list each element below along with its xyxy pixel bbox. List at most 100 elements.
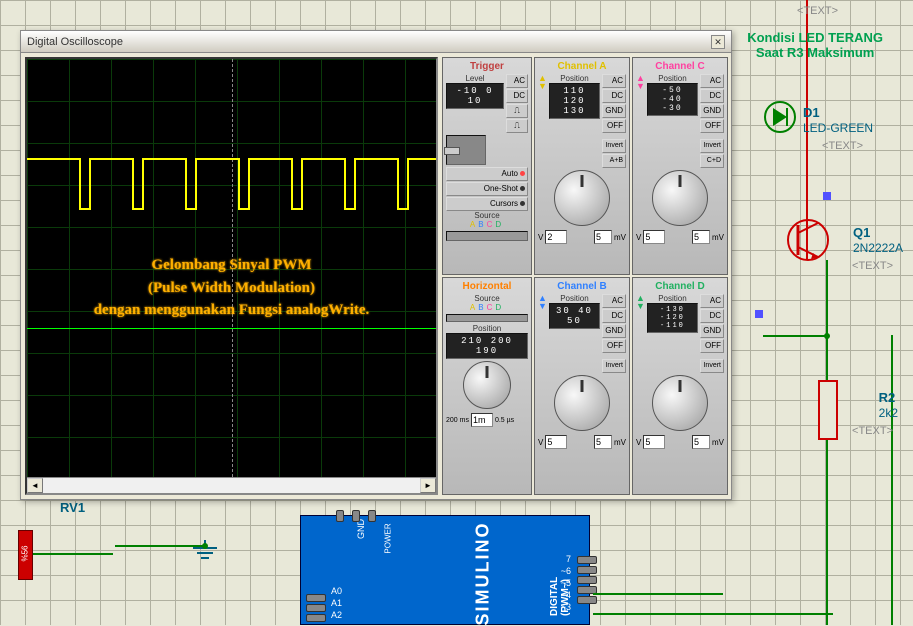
chb-ac[interactable]: AC xyxy=(602,294,626,308)
close-button[interactable]: ✕ xyxy=(711,35,725,49)
horiz-source-slider[interactable] xyxy=(446,314,528,322)
cha-off[interactable]: OFF xyxy=(602,119,626,133)
cursors-button[interactable]: Cursors xyxy=(446,197,528,211)
chb-volts-knob[interactable] xyxy=(554,375,610,431)
chc-invert[interactable]: Invert xyxy=(700,139,724,153)
trigger-level-slider[interactable] xyxy=(446,135,486,165)
chd-volt-input[interactable] xyxy=(643,435,665,449)
channel-c-panel: Channel C ▲▼ Position -50 -40 -30 AC DC … xyxy=(632,57,728,275)
d5-label: ~5 xyxy=(561,578,571,588)
chd-mv-input[interactable] xyxy=(692,435,710,449)
horiz-pos-odometer[interactable]: 210 200 190 xyxy=(446,333,528,359)
chd-off[interactable]: OFF xyxy=(700,339,724,353)
condition-text: Kondisi LED TERANG Saat R3 Maksimum xyxy=(747,30,883,60)
scroll-right-button[interactable]: ► xyxy=(420,478,436,493)
cha-mv-unit: mV xyxy=(614,233,626,242)
chb-invert[interactable]: Invert xyxy=(602,359,626,373)
d7-label: 7 xyxy=(566,554,571,564)
r2-text-ph: <TEXT> xyxy=(852,425,893,437)
channel-b-panel: Channel B ▲▼ Position 30 40 50 AC DC GND… xyxy=(534,277,630,495)
level-odometer[interactable]: -10 0 10 xyxy=(446,83,504,109)
chc-mv-input[interactable] xyxy=(692,230,710,244)
cha-combine[interactable]: A+B xyxy=(602,154,626,168)
chc-combine[interactable]: C+D xyxy=(700,154,724,168)
arduino-name: SIMULINO xyxy=(473,522,494,626)
wire-d5 xyxy=(593,613,833,615)
chb-off[interactable]: OFF xyxy=(602,339,626,353)
trigger-edge-fall[interactable]: ⎍ xyxy=(506,119,528,133)
chd-pos-odometer[interactable]: -130 -120 -110 xyxy=(647,303,698,333)
chc-off[interactable]: OFF xyxy=(700,119,724,133)
cha-dc[interactable]: DC xyxy=(602,89,626,103)
horiz-scale-right: 0.5 µs xyxy=(495,417,514,424)
titlebar[interactable]: Digital Oscilloscope ✕ xyxy=(21,31,731,53)
chc-volts-knob[interactable] xyxy=(652,170,708,226)
chb-mv-input[interactable] xyxy=(594,435,612,449)
chc-title: Channel C xyxy=(636,61,724,72)
terminal-2 xyxy=(755,310,763,318)
scroll-left-button[interactable]: ◄ xyxy=(27,478,43,493)
scope-scrollbar[interactable]: ◄ ► xyxy=(27,477,436,493)
chc-mv-unit: mV xyxy=(712,233,724,242)
cha-volt-input[interactable] xyxy=(545,230,567,244)
chb-arrows[interactable]: ▲▼ xyxy=(538,294,547,310)
chc-pos-label: Position xyxy=(647,74,698,83)
trigger-edge-rise[interactable]: ⎍ xyxy=(506,104,528,118)
wire-r2-down xyxy=(891,335,893,625)
cha-arrows[interactable]: ▲▼ xyxy=(538,74,547,90)
window-title: Digital Oscilloscope xyxy=(27,36,711,48)
digital-pins xyxy=(577,556,597,604)
trigger-source-letters: ABCD xyxy=(446,220,528,229)
chd-invert[interactable]: Invert xyxy=(700,359,724,373)
cha-mv-input[interactable] xyxy=(594,230,612,244)
chd-ac[interactable]: AC xyxy=(700,294,724,308)
chc-arrows[interactable]: ▲▼ xyxy=(636,74,645,90)
a0-label: A0 xyxy=(331,586,342,596)
chc-volt-input[interactable] xyxy=(643,230,665,244)
q1-name: Q1 xyxy=(853,225,870,240)
d4-label: 4 xyxy=(566,590,571,600)
d1-text-ph: <TEXT> xyxy=(822,140,863,152)
cha-invert[interactable]: Invert xyxy=(602,139,626,153)
trigger-source-slider[interactable] xyxy=(446,231,528,241)
chc-ac[interactable]: AC xyxy=(700,74,724,88)
chc-pos-odometer[interactable]: -50 -40 -30 xyxy=(647,83,698,116)
horiz-time-input[interactable] xyxy=(471,413,493,427)
horiz-source-letters: ABCD xyxy=(446,303,528,312)
chd-volts-knob[interactable] xyxy=(652,375,708,431)
chd-arrows[interactable]: ▲▼ xyxy=(636,294,645,310)
chc-gnd[interactable]: GND xyxy=(700,104,724,118)
trigger-dc-button[interactable]: DC xyxy=(506,89,528,103)
chb-pos-odometer[interactable]: 30 40 50 xyxy=(549,303,600,329)
cha-gnd[interactable]: GND xyxy=(602,104,626,118)
auto-button[interactable]: Auto xyxy=(446,167,528,181)
chd-mv-unit: mV xyxy=(712,438,724,447)
a1-label: A1 xyxy=(331,598,342,608)
channel-d-panel: Channel D ▲▼ Position -130 -120 -110 AC … xyxy=(632,277,728,495)
chd-pos-label: Position xyxy=(647,294,698,303)
chd-v-unit: V xyxy=(636,438,641,447)
trigger-ac-button[interactable]: AC xyxy=(506,74,528,88)
r2-symbol xyxy=(818,380,838,440)
chb-volt-input[interactable] xyxy=(545,435,567,449)
horiz-time-knob[interactable] xyxy=(463,361,511,409)
analog-pins xyxy=(306,594,326,622)
scope-text-1: Gelombang Sinyal PWM xyxy=(27,254,436,277)
potentiometer-rv1[interactable]: %56 xyxy=(18,530,33,580)
chb-gnd[interactable]: GND xyxy=(602,324,626,338)
chb-pos-label: Position xyxy=(549,294,600,303)
chd-gnd[interactable]: GND xyxy=(700,324,724,338)
condition-line2: Saat R3 Maksimum xyxy=(756,45,875,60)
scope-text-2: (Pulse Width Modulation) xyxy=(27,277,436,300)
oneshot-button[interactable]: One-Shot xyxy=(446,182,528,196)
cha-ac[interactable]: AC xyxy=(602,74,626,88)
scroll-track[interactable] xyxy=(43,478,420,493)
rv1-label: RV1 xyxy=(60,500,85,515)
chd-dc[interactable]: DC xyxy=(700,309,724,323)
q1-symbol xyxy=(783,215,833,270)
chc-dc[interactable]: DC xyxy=(700,89,724,103)
cha-volts-knob[interactable] xyxy=(554,170,610,226)
cha-pos-odometer[interactable]: 110 120 130 xyxy=(549,83,600,119)
chb-dc[interactable]: DC xyxy=(602,309,626,323)
pin-7 xyxy=(577,556,597,564)
